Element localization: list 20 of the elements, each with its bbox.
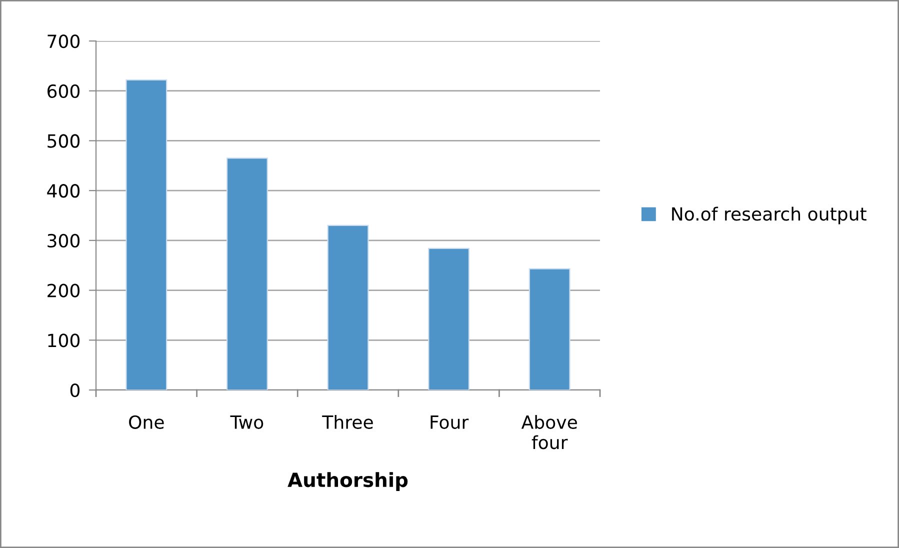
bar [528, 268, 570, 390]
y-tick-label: 700 [48, 34, 80, 48]
bar [428, 248, 470, 390]
y-tick-label: 200 [48, 284, 80, 298]
y-tick-label: 0 [70, 383, 80, 398]
x-tick-label: Three [322, 415, 373, 429]
y-tick-label: 600 [48, 84, 80, 98]
y-tick-label: 300 [48, 234, 80, 248]
x-tick-label: One [129, 415, 164, 429]
y-tick-label: 500 [48, 134, 80, 148]
x-tick-label: Above four [521, 415, 577, 450]
y-tick-label: 400 [47, 184, 80, 198]
legend-label: No.of research output [672, 206, 866, 224]
y-tick-label: 100 [48, 334, 80, 348]
x-tick-label: Four [430, 416, 469, 429]
x-tick-label: Two [230, 416, 264, 429]
bar [327, 224, 369, 390]
bar [226, 158, 268, 390]
x-axis-title: Authorship [288, 472, 408, 491]
bar [126, 79, 168, 390]
